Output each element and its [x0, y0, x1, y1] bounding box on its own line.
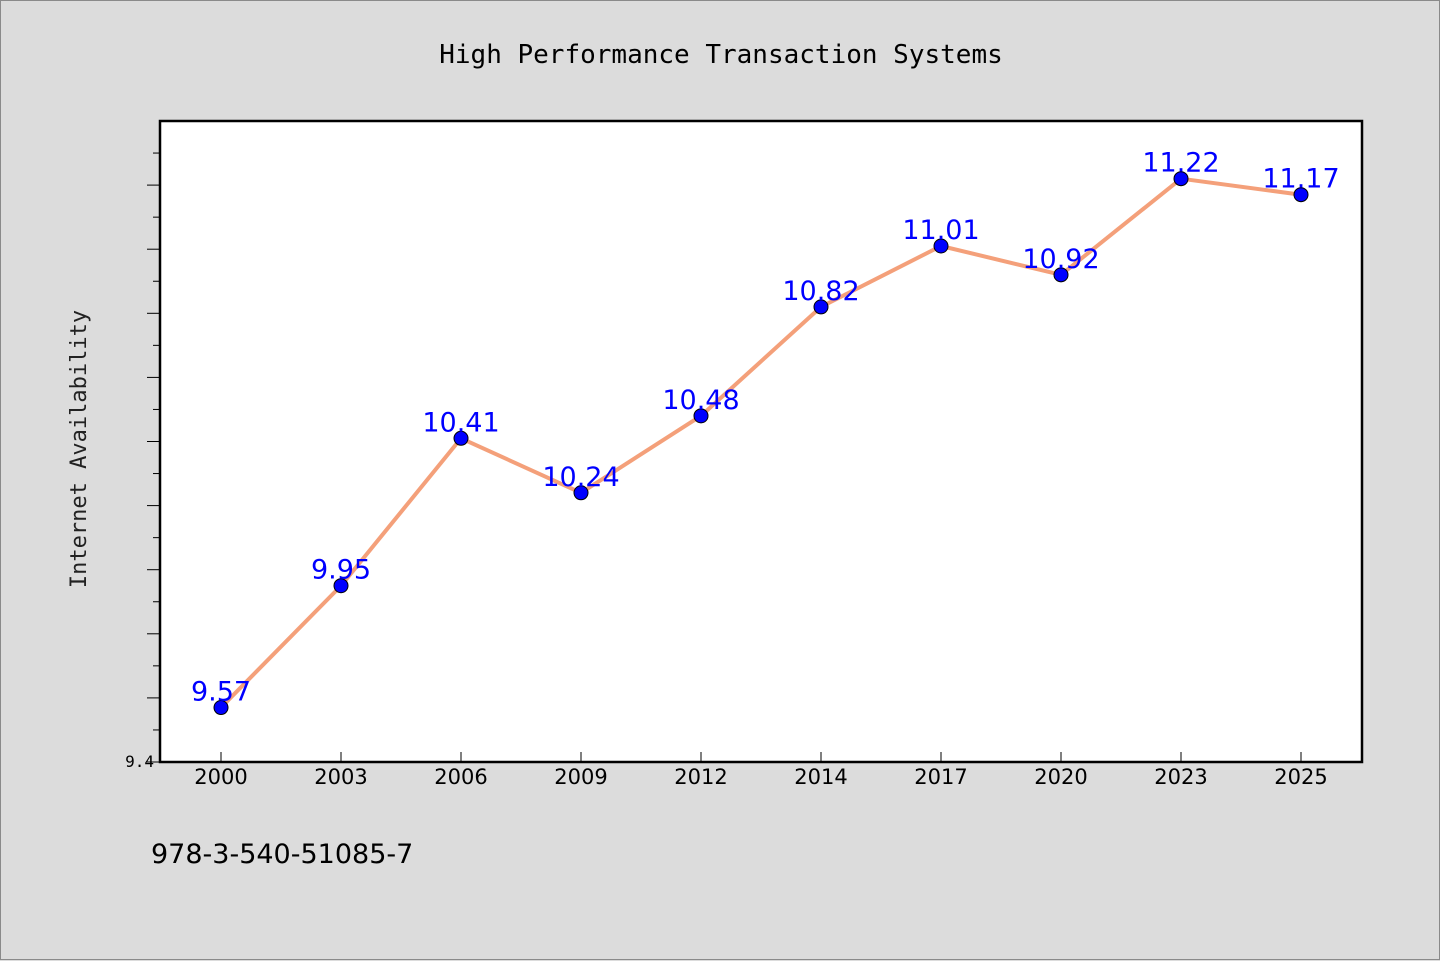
- data-point: [1293, 187, 1309, 203]
- data-point: [813, 299, 829, 315]
- x-tick-label: 2014: [794, 765, 847, 789]
- x-tick-label: 2023: [1154, 765, 1207, 789]
- data-point: [693, 408, 709, 424]
- y-tick-label: 9.4: [125, 752, 154, 771]
- x-tick-label: 2020: [1034, 765, 1087, 789]
- plot-area: [158, 119, 1364, 764]
- data-label: 10.48: [662, 385, 739, 416]
- data-label: 11.17: [1262, 164, 1339, 195]
- x-tick-label: 2025: [1274, 765, 1327, 789]
- x-tick-label: 2009: [554, 765, 607, 789]
- data-label: 10.82: [782, 276, 859, 307]
- data-point: [573, 485, 589, 501]
- axis-ticks: 9.4 2000 2003 2006 2009 2012 2014 2017 2020 2023 2…: [125, 152, 1328, 789]
- data-label: 10.41: [422, 407, 499, 438]
- data-label: 9.95: [311, 555, 371, 586]
- series-line-layer: [219, 176, 1302, 709]
- data-point: [453, 430, 469, 446]
- data-points-layer: [213, 171, 1309, 716]
- chart-title: High Performance Transaction Systems: [439, 40, 1003, 70]
- data-point: [1053, 267, 1069, 283]
- data-label: 9.57: [191, 677, 251, 708]
- data-labels-layer: 9.57 9.95 10.41 10.24 10.48 10.82 11.01 10.92 11…: [191, 148, 1340, 708]
- x-tick-label: 2000: [194, 765, 247, 789]
- data-label: 11.22: [1142, 148, 1219, 179]
- x-tick-label: 2006: [434, 765, 487, 789]
- data-label: 10.24: [542, 462, 619, 493]
- x-tick-label: 2003: [314, 765, 367, 789]
- data-point: [213, 700, 229, 716]
- x-tick-label: 2017: [914, 765, 967, 789]
- y-axis-label: Internet Availability: [67, 310, 92, 588]
- data-point: [1173, 171, 1189, 187]
- data-point: [333, 578, 349, 594]
- x-tick-label: 2012: [674, 765, 727, 789]
- data-label: 10.92: [1022, 244, 1099, 275]
- data-label: 11.01: [902, 215, 979, 246]
- series-line: [219, 176, 1302, 709]
- data-point: [933, 238, 949, 254]
- footer-isbn: 978-3-540-51085-7: [151, 839, 413, 870]
